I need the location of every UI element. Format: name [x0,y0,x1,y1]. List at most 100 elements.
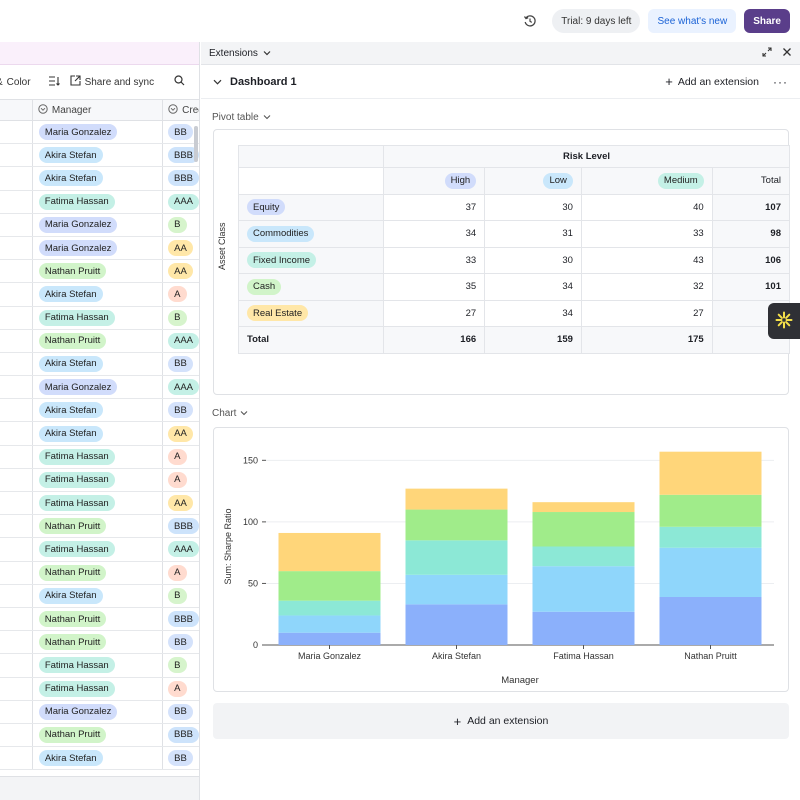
manager-cell[interactable]: Akira Stefan [33,399,164,422]
manager-cell[interactable]: Akira Stefan [33,283,164,306]
credit-rating-cell[interactable]: BBB [163,608,199,630]
table-row[interactable]: Akira Stefan AA [0,422,199,446]
manager-cell[interactable]: Akira Stefan [33,352,164,376]
row-number-cell[interactable] [0,376,33,399]
manager-cell[interactable]: Fatima Hassan [33,468,164,491]
manager-cell[interactable]: Maria Gonzalez [33,376,163,399]
credit-rating-cell[interactable]: A [163,678,199,700]
table-row[interactable]: Nathan Pruitt AAA [0,329,199,353]
table-row[interactable]: Fatima Hassan AAA [0,538,199,562]
credit-rating-cell[interactable]: BB [163,353,199,375]
scrollbar[interactable] [194,126,198,162]
table-row[interactable]: Akira Stefan BBB [0,167,199,191]
manager-cell[interactable]: Nathan Pruitt [33,631,164,654]
table-row[interactable]: Maria Gonzalez BB [0,121,199,145]
table-row[interactable]: Akira Stefan BB [0,399,199,423]
table-row[interactable]: Maria Gonzalez BB [0,700,199,724]
row-number-cell[interactable] [0,329,33,352]
more-icon[interactable]: ··· [773,74,788,89]
credit-rating-cell[interactable]: BB [163,701,199,723]
credit-rating-cell[interactable]: A [163,562,199,584]
manager-cell[interactable]: Fatima Hassan [33,306,164,329]
manager-cell[interactable]: Fatima Hassan [33,654,164,677]
row-number-cell[interactable] [0,236,33,260]
credit-rating-cell[interactable]: BBB [163,724,199,746]
add-extension-bottom-button[interactable]: + Add an extension [213,703,789,739]
manager-cell[interactable]: Fatima Hassan [33,538,163,561]
credit-rating-cell[interactable]: AA [163,260,199,282]
table-row[interactable]: Akira Stefan BB [0,352,199,377]
row-number-cell[interactable] [0,399,33,422]
credit-rating-cell[interactable]: AA [163,422,199,444]
manager-cell[interactable]: Fatima Hassan [33,492,164,515]
credit-rating-cell[interactable]: AAA [163,376,199,398]
table-row[interactable]: Fatima Hassan AAA [0,190,199,214]
color-button[interactable]: & Color [0,77,31,88]
row-number-cell[interactable] [0,607,33,631]
row-number-cell[interactable] [0,422,33,445]
row-number-cell[interactable] [0,352,33,376]
table-row[interactable]: Maria Gonzalez AA [0,236,199,261]
manager-cell[interactable]: Akira Stefan [33,584,164,607]
row-number-cell[interactable] [0,283,33,306]
credit-rating-cell[interactable]: A [163,446,199,468]
row-number-cell[interactable] [0,561,33,584]
credit-rating-cell[interactable]: AA [163,237,199,259]
table-row[interactable]: Fatima Hassan A [0,677,199,701]
row-number-cell[interactable] [0,260,33,283]
row-number-cell[interactable] [0,723,33,747]
row-number-cell[interactable] [0,167,33,190]
manager-cell[interactable]: Fatima Hassan [33,190,163,213]
pivot-table-menu[interactable]: Pivot table [212,112,271,123]
manager-cell[interactable]: Nathan Pruitt [33,260,164,283]
manager-cell[interactable]: Nathan Pruitt [33,329,163,352]
extensions-menu[interactable]: Extensions [209,48,271,59]
table-row[interactable]: Nathan Pruitt BBB [0,723,199,748]
manager-cell[interactable]: Maria Gonzalez [33,236,164,260]
trial-badge[interactable]: Trial: 9 days left [552,9,641,33]
row-height-button[interactable] [48,75,60,89]
table-row[interactable]: Fatima Hassan B [0,654,199,678]
credit-rating-cell[interactable]: BBB [163,515,199,537]
table-row[interactable]: Fatima Hassan A [0,445,199,469]
credit-rating-cell[interactable]: B [163,214,199,236]
table-row[interactable]: Nathan Pruitt BBB [0,607,199,632]
manager-cell[interactable]: Akira Stefan [33,144,163,167]
table-row[interactable]: Fatima Hassan B [0,306,199,330]
table-row[interactable]: Akira Stefan B [0,584,199,608]
manager-cell[interactable]: Akira Stefan [33,747,164,770]
manager-cell[interactable]: Nathan Pruitt [33,515,163,538]
credit-rating-cell[interactable]: AAA [163,330,199,352]
close-icon[interactable] [782,47,792,60]
credit-rating-cell[interactable]: B [163,307,199,329]
row-number-cell[interactable] [0,190,33,213]
row-number-cell[interactable] [0,445,33,468]
table-row[interactable]: Fatima Hassan A [0,468,199,492]
row-number-cell[interactable] [0,121,33,144]
manager-cell[interactable]: Nathan Pruitt [33,607,163,631]
dashboard-selector[interactable]: Dashboard 1 [213,76,297,88]
credit-rating-cell[interactable]: A [163,283,199,305]
manager-cell[interactable]: Nathan Pruitt [33,723,163,747]
row-number-cell[interactable] [0,584,33,607]
table-row[interactable]: Akira Stefan A [0,283,199,307]
credit-rating-cell[interactable]: AAA [163,191,199,213]
credit-rating-cell[interactable]: A [163,469,199,491]
credit-rating-cell[interactable]: BBB [163,144,199,166]
credit-rating-cell[interactable]: B [163,654,199,676]
table-row[interactable]: Maria Gonzalez AAA [0,376,199,400]
table-row[interactable]: Nathan Pruitt BB [0,631,199,655]
manager-cell[interactable]: Fatima Hassan [33,677,164,700]
manager-cell[interactable]: Nathan Pruitt [33,561,164,584]
credit-rating-cell[interactable]: BB [163,747,199,769]
credit-rating-cell[interactable]: AAA [163,538,199,560]
row-number-cell[interactable] [0,700,33,723]
see-whats-new-button[interactable]: See what's new [648,9,737,33]
table-row[interactable]: Maria Gonzalez B [0,213,199,237]
credit-rating-cell[interactable]: BB [163,631,199,653]
share-and-sync-button[interactable]: Share and sync [70,75,154,89]
table-row[interactable]: Fatima Hassan AA [0,492,199,516]
manager-cell[interactable]: Akira Stefan [33,422,164,445]
table-row[interactable]: Akira Stefan BBB [0,144,199,168]
row-number-cell[interactable] [0,677,33,700]
